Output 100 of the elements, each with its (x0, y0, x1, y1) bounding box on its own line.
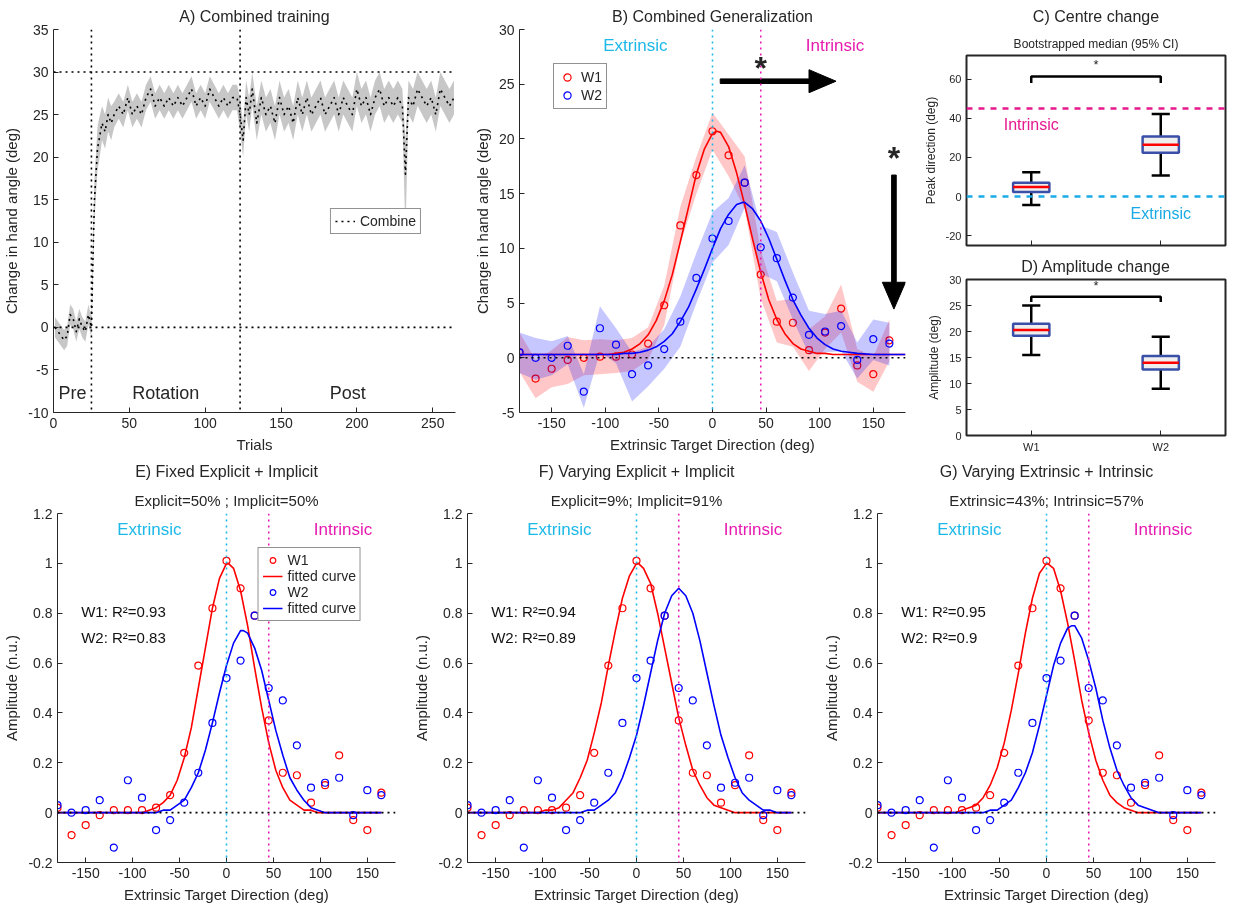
ref-line-label: Intrinsic (1003, 116, 1059, 134)
x-axis-title: Extrinsic Target Direction (deg) (609, 435, 815, 453)
annotation: W1: R²=0.95 (901, 602, 986, 620)
y-tick-label: 1 (44, 555, 53, 572)
y-tick-label: 0 (955, 190, 962, 203)
x-tick-label: -50 (579, 864, 600, 881)
annotation: W2: R²=0.89 (491, 628, 576, 646)
y-tick-label: 25 (32, 106, 49, 123)
annotation: W2: R²=0.9 (901, 628, 978, 646)
y-tick-label: 30 (949, 273, 962, 286)
x-tick-label: -50 (648, 414, 670, 431)
chart-title: F) Varying Explicit + Implicit (538, 462, 735, 480)
ref-line-label: Intrinsic (805, 35, 865, 55)
y-tick-label: -0.2 (848, 854, 873, 871)
x-tick-label: -100 (118, 864, 147, 881)
y-tick-label: 0.2 (853, 754, 873, 771)
chart-title: G) Varying Extrinsic + Intrinsic (939, 462, 1154, 480)
annotation: W1: R²=0.94 (491, 602, 576, 620)
ref-line-label: Extrinsic (603, 35, 668, 55)
y-tick-label: 0 (506, 349, 515, 366)
y-tick-label: 10 (498, 240, 515, 257)
y-tick-label: 5 (40, 276, 49, 293)
annotation: * (1093, 277, 1099, 293)
y-axis-title: Amplitude (n.u.) (3, 635, 21, 741)
x-tick-label: 100 (808, 414, 832, 431)
ref-line-label: Intrinsic (313, 519, 373, 539)
x-axis-title: Trials (236, 435, 273, 453)
y-tick-label: 25 (949, 299, 962, 312)
x-tick-label: -100 (938, 864, 967, 881)
x-tick-label: -150 (71, 864, 100, 881)
y-tick-label: 10 (32, 234, 49, 251)
y-tick-label: 15 (949, 351, 962, 364)
ref-line-label: Extrinsic (937, 519, 1002, 539)
y-tick-label: 30 (498, 21, 515, 38)
x-tick-label: -100 (528, 864, 557, 881)
y-axis-title: Change in hand angle (deg) (3, 128, 21, 314)
chart-title: E) Fixed Explicit + Implicit (135, 462, 319, 480)
annotation: W1: R²=0.93 (81, 602, 166, 620)
y-tick-label: 0.2 (33, 754, 53, 771)
legend-label: W2 (581, 87, 602, 103)
y-tick-label: 0.6 (443, 655, 463, 672)
x-tick-label: 0 (708, 414, 717, 431)
x-axis-title: Extrinsic Target Direction (deg) (123, 885, 329, 903)
x-tick-label: 150 (1175, 864, 1200, 881)
x-tick-label: 250 (421, 414, 445, 431)
y-tick-label: 40 (949, 112, 962, 125)
annotation: Post (329, 383, 366, 404)
x-tick-label: -150 (891, 864, 920, 881)
annotation: Pre (58, 383, 87, 404)
y-tick-label: 1 (454, 555, 463, 572)
y-tick-label: 5 (955, 403, 962, 416)
y-tick-label: 0.8 (33, 605, 53, 622)
x-tick-label: 50 (758, 414, 775, 431)
y-tick-label: 0 (864, 804, 873, 821)
x-tick-label: 0 (1042, 864, 1051, 881)
chart-subtitle: Explicit=9%; Implicit=91% (550, 491, 723, 509)
y-tick-label: 0.2 (443, 754, 463, 771)
legend-label: fitted curve (287, 600, 356, 616)
y-tick-label: 0.6 (33, 655, 53, 672)
y-tick-label: 0.4 (853, 704, 873, 721)
y-tick-label: 20 (949, 151, 962, 164)
x-tick-label: 150 (269, 414, 293, 431)
y-tick-label: -0.2 (28, 854, 53, 871)
annotation: Rotation (132, 383, 200, 404)
y-tick-label: 0 (40, 319, 49, 336)
y-tick-label: 15 (498, 185, 515, 202)
y-tick-label: 25 (498, 76, 515, 93)
annotation: * (887, 139, 901, 176)
y-tick-label: 0 (44, 804, 53, 821)
chart-title: A) Combined training (179, 7, 330, 25)
x-tick-label: 150 (765, 864, 790, 881)
y-axis-title: Change in hand angle (deg) (473, 128, 491, 314)
x-axis-title: Extrinsic Target Direction (deg) (533, 885, 739, 903)
chart-title: C) Centre change (1032, 7, 1160, 25)
y-tick-label: 0 (454, 804, 463, 821)
x-tick-label: 150 (355, 864, 380, 881)
y-tick-label: 0.4 (33, 704, 53, 721)
y-tick-label: 20 (498, 130, 515, 147)
legend-label: W1 (581, 69, 602, 85)
ref-line-label: Intrinsic (723, 519, 783, 539)
x-tick-label: 0 (222, 864, 231, 881)
legend-label: fitted curve (287, 568, 356, 584)
y-tick-label: 0.8 (853, 605, 873, 622)
chart-title: D) Amplitude change (1021, 257, 1170, 275)
y-tick-label: -5 (36, 361, 49, 378)
y-tick-label: 30 (32, 64, 49, 81)
chart-title: B) Combined Generalization (612, 7, 813, 25)
ref-line-label: Extrinsic (527, 519, 592, 539)
x-tick-label: 150 (861, 414, 886, 431)
x-tick-label: 50 (121, 414, 138, 431)
chart-subtitle: Bootstrapped median (95% CI) (1013, 36, 1179, 51)
ref-line-label: Intrinsic (1133, 519, 1193, 539)
ref-line-label: Extrinsic (117, 519, 182, 539)
y-tick-label: 1.2 (853, 505, 873, 522)
annotation: W2: R²=0.83 (81, 628, 166, 646)
y-tick-label: -0.2 (438, 854, 463, 871)
y-tick-label: 20 (949, 325, 962, 338)
y-tick-label: 15 (32, 191, 49, 208)
y-tick-label: 1.2 (33, 505, 53, 522)
x-tick-label: 0 (632, 864, 641, 881)
